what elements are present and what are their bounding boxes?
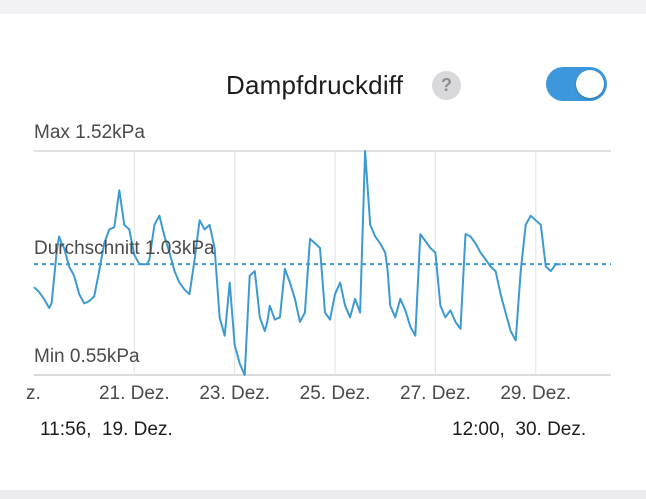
metric-title: Dampfdruckdiff bbox=[226, 70, 404, 100]
range-start-label: 11:56, 19. Dez. bbox=[40, 419, 173, 440]
x-tick-label: 25. Dez. bbox=[300, 383, 371, 404]
range-end-label: 12:00, 30. Dez. bbox=[452, 419, 587, 440]
x-tick-label: 27. Dez. bbox=[400, 383, 471, 404]
x-tick-label: 21. Dez. bbox=[99, 383, 170, 404]
x-tick-label: 29. Dez. bbox=[500, 383, 571, 404]
series-line bbox=[33, 150, 561, 376]
x-tick-label: z. bbox=[26, 383, 41, 404]
toggle-knob bbox=[576, 70, 604, 98]
question-mark-icon[interactable]: ? bbox=[432, 71, 461, 100]
chart-grid bbox=[34, 150, 611, 376]
min-label: Min 0.55kPa bbox=[34, 346, 140, 367]
max-label: Max 1.52kPa bbox=[34, 122, 145, 143]
average-label: Durchschnitt 1.03kPa bbox=[34, 238, 215, 259]
bottom-divider bbox=[0, 490, 646, 499]
x-axis-ticks: z. 21. Dez. 23. Dez. 25. Dez. 27. Dez. 29. De… bbox=[26, 383, 571, 404]
vpd-line-chart: Max 1.52kPa Durchschnitt 1.03kPa Min 0.5… bbox=[26, 122, 611, 404]
vpd-card: Dampfdruckdiff ? bbox=[0, 14, 646, 490]
metric-toggle[interactable] bbox=[546, 67, 607, 101]
x-tick-label: 23. Dez. bbox=[199, 383, 270, 404]
